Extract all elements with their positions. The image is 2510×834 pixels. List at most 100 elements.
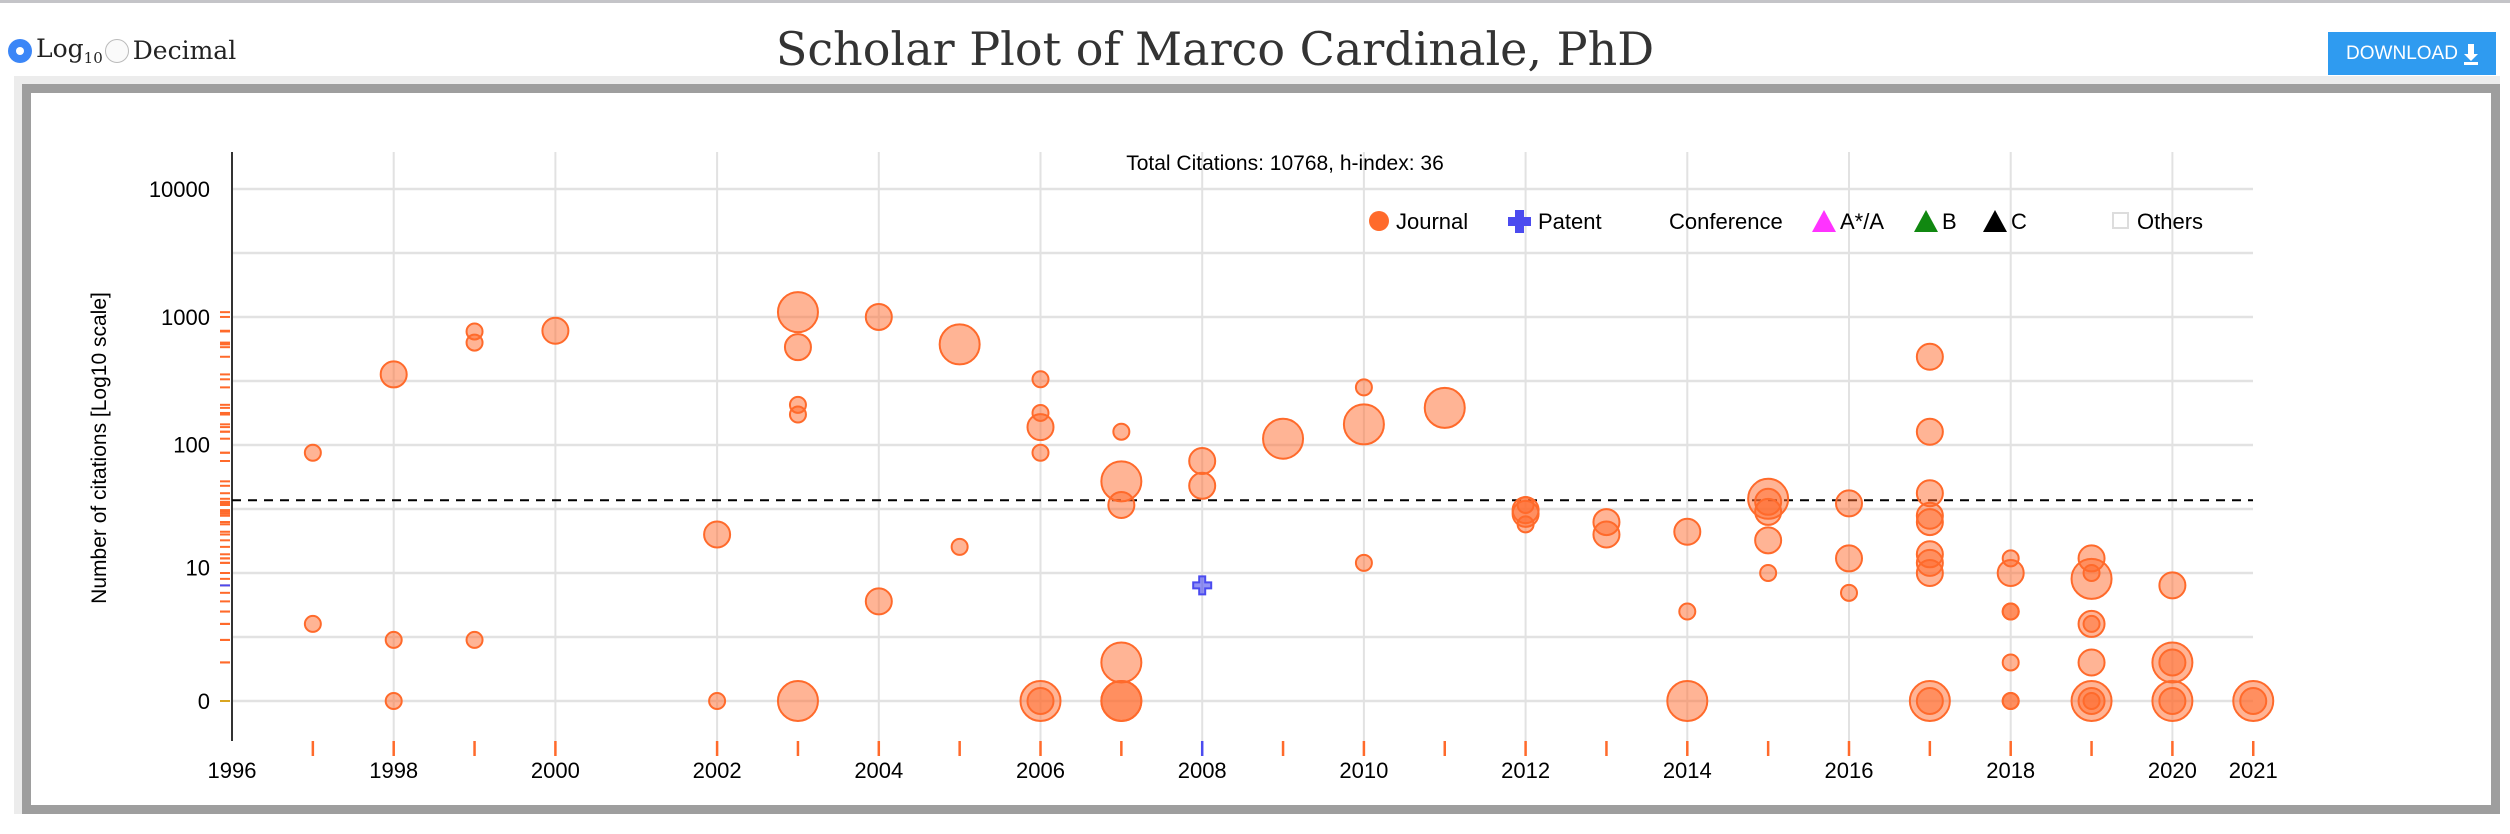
- journal-point: [1592, 520, 1621, 549]
- radio-log10-label[interactable]: Log10: [36, 34, 103, 67]
- journal-point: [1915, 342, 1944, 371]
- journal-point: [1031, 443, 1050, 462]
- journal-point: [384, 692, 403, 710]
- journal-point: [783, 333, 812, 362]
- x-tick-label: 1996: [208, 758, 257, 783]
- journal-point: [708, 692, 727, 710]
- legend-journal-icon: [1369, 211, 1389, 231]
- chart-title: Total Citations: 10768, h-index: 36: [1126, 152, 1444, 175]
- journal-point: [1107, 490, 1136, 519]
- y-axis-label: Number of citations [Log10 scale]: [88, 292, 111, 604]
- journal-point: [541, 316, 570, 345]
- legend-c-icon: [1983, 210, 2007, 232]
- patent-point: [1192, 575, 1213, 596]
- journal-point: [2082, 614, 2101, 633]
- journal-point: [2158, 648, 2187, 677]
- journal-point: [1754, 526, 1783, 555]
- download-button[interactable]: DOWNLOAD: [2328, 32, 2496, 75]
- legend-c-label: C: [2011, 209, 2027, 234]
- journal-point: [1031, 370, 1050, 389]
- journal-point: [1423, 386, 1466, 429]
- journal-point: [384, 630, 403, 649]
- legend-b-label: B: [1942, 209, 1957, 234]
- journal-point: [1915, 417, 1944, 446]
- download-label: DOWNLOAD: [2346, 42, 2458, 64]
- legend-patent-label: Patent: [1538, 209, 1602, 234]
- x-tick-label: 2000: [531, 758, 580, 783]
- journal-point: [1915, 559, 1944, 587]
- x-tick-label: 2002: [693, 758, 742, 783]
- journal-point: [2158, 571, 2187, 600]
- journal-point: [938, 323, 981, 366]
- x-tick-label: 2020: [2148, 758, 2197, 783]
- journal-point: [1835, 489, 1863, 518]
- y-tick-label: 100: [173, 432, 210, 457]
- journal-point: [1354, 553, 1373, 572]
- radio-decimal[interactable]: [104, 38, 129, 63]
- journal-point: [776, 680, 819, 722]
- page-title: Scholar Plot of Marco Cardinale, PhD: [775, 22, 1655, 76]
- y-tick-label: 0: [198, 689, 210, 714]
- x-tick-label: 2021: [2229, 758, 2278, 783]
- x-tick-label: 2006: [1016, 758, 1065, 783]
- journal-point: [1678, 602, 1697, 621]
- journal-point: [465, 630, 484, 649]
- journal-point: [2001, 653, 2020, 672]
- journal-point: [1759, 564, 1778, 582]
- y-tick-label: 10: [186, 556, 210, 581]
- journal-point: [2070, 557, 2113, 600]
- journal-point: [1915, 508, 1944, 537]
- legend-b-icon: [1914, 210, 1938, 232]
- legend-patent-icon: [1508, 210, 1531, 233]
- journal-point: [1100, 641, 1143, 684]
- x-tick-label: 2012: [1501, 758, 1550, 783]
- journal-point: [1262, 417, 1305, 460]
- radio-log10[interactable]: [8, 38, 32, 63]
- legend-others-icon: [2112, 212, 2129, 229]
- journal-point: [303, 614, 322, 633]
- legend-conference-label: Conference: [1669, 209, 1783, 234]
- journal-point: [950, 537, 969, 556]
- y-tick-label: 10000: [149, 177, 210, 202]
- journal-point: [1915, 687, 1944, 715]
- legend-journal-label: Journal: [1396, 209, 1468, 234]
- journal-point: [1100, 680, 1143, 722]
- journal-point: [1026, 413, 1055, 442]
- journal-point: [703, 520, 732, 549]
- x-tick-label: 2016: [1825, 758, 1874, 783]
- journal-point: [788, 405, 807, 424]
- x-tick-label: 2008: [1178, 758, 1227, 783]
- legend-a-label: A*/A: [1840, 209, 1884, 234]
- journal-point: [1673, 517, 1702, 546]
- radio-decimal-label[interactable]: Decimal: [132, 36, 237, 65]
- journal-point: [2082, 692, 2101, 710]
- scale-toggle: Log10 Decimal: [8, 34, 236, 67]
- journal-point: [1835, 544, 1863, 573]
- journal-point: [1516, 515, 1535, 534]
- y-tick-label: 1000: [161, 305, 210, 330]
- x-tick-label: 2010: [1339, 758, 1388, 783]
- journal-point: [1354, 378, 1373, 397]
- journal-point: [1112, 422, 1131, 441]
- journal-point: [379, 360, 408, 389]
- x-tick-label: 2018: [1986, 758, 2035, 783]
- journal-point: [2158, 687, 2187, 715]
- journal-point: [1188, 446, 1217, 475]
- x-tick-label: 1998: [369, 758, 418, 783]
- journal-point: [1666, 680, 1709, 722]
- journal-point: [2001, 692, 2020, 710]
- legend-others-label: Others: [2137, 209, 2203, 234]
- journal-point: [1342, 403, 1385, 446]
- legend-a-icon: [1812, 210, 1836, 232]
- journal-point: [1026, 687, 1055, 715]
- journal-point: [1754, 497, 1783, 526]
- download-arrow-icon: [2463, 43, 2478, 65]
- journal-point: [303, 443, 322, 462]
- x-tick-label: 2004: [854, 758, 903, 783]
- journal-point: [1840, 583, 1858, 602]
- journal-point: [1996, 559, 2025, 587]
- journal-point: [864, 302, 893, 331]
- x-tick-label: 2014: [1663, 758, 1712, 783]
- journal-point: [1188, 471, 1217, 500]
